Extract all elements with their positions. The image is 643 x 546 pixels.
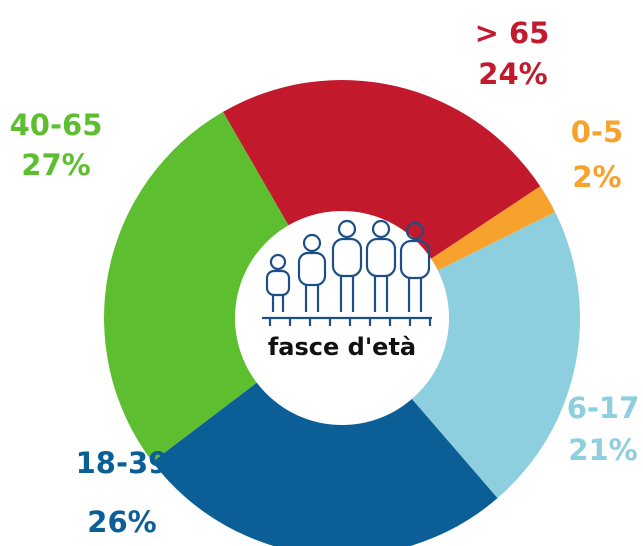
value-label: 2%: [572, 160, 621, 194]
category-label: 40-65: [10, 108, 103, 142]
center-label: fasce d'età: [268, 333, 416, 361]
slice: [429, 186, 556, 272]
category-label: > 65: [475, 16, 550, 50]
category-label: 0-5: [571, 115, 623, 149]
value-label: 27%: [21, 148, 90, 182]
slice: [410, 212, 580, 499]
slice: [103, 111, 290, 462]
value-label: 26%: [87, 505, 156, 539]
value-label: 24%: [478, 57, 547, 91]
slice: [152, 381, 498, 546]
slices: [103, 79, 580, 546]
value-label: 21%: [568, 433, 637, 467]
slice: [223, 79, 541, 260]
category-label: 18-39: [76, 446, 169, 480]
category-label: 6-17: [567, 391, 640, 425]
people-icon: [262, 219, 432, 326]
